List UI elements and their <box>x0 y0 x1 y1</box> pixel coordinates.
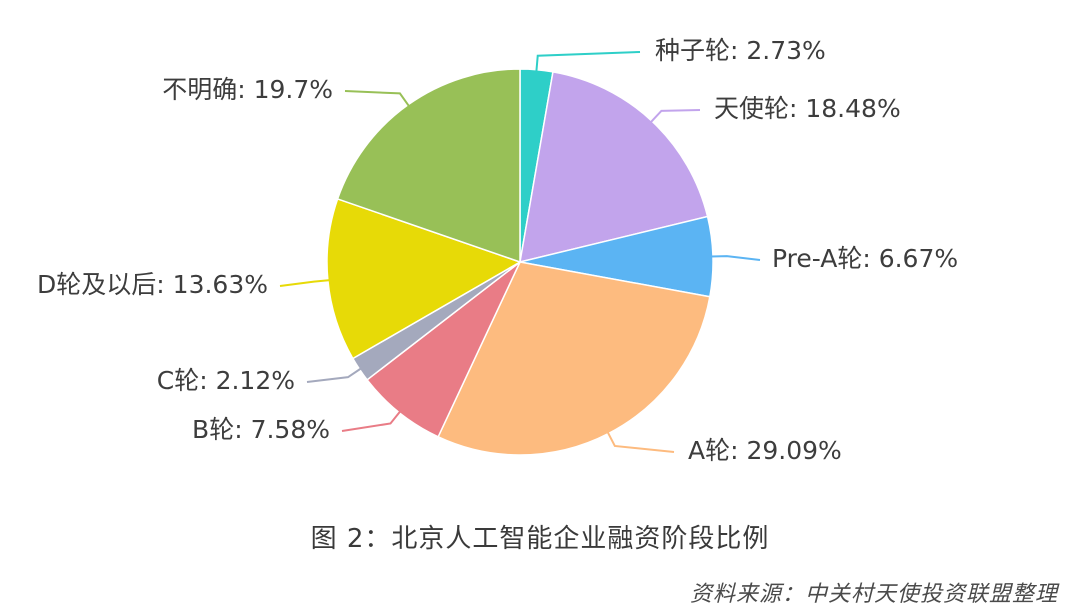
leader-line-6 <box>306 367 362 383</box>
label-leader-lines <box>279 51 761 453</box>
slice-labels: 种子轮: 2.73% 天使轮: 18.48% Pre-A轮: 6.67% A轮: 29… <box>37 36 958 465</box>
pie-slices <box>326 68 714 456</box>
slice-label-2: 天使轮: 18.48% <box>714 94 901 123</box>
slice-label-6: C轮: 2.12% <box>157 366 295 395</box>
slice-label-3: Pre-A轮: 6.67% <box>772 244 958 273</box>
slice-label-5: B轮: 7.58% <box>192 415 330 444</box>
leader-line-4 <box>606 431 675 453</box>
slice-label-8: 不明确: 19.7% <box>162 75 333 104</box>
leader-line-2 <box>649 109 701 124</box>
slice-label-7: D轮及以后: 13.63% <box>37 270 268 299</box>
leader-line-1 <box>535 51 641 72</box>
source-note: 资料来源：中关村天使投资联盟整理 <box>689 582 1058 607</box>
leader-line-5 <box>341 410 402 432</box>
leader-line-8 <box>344 90 411 108</box>
slice-label-4: A轮: 29.09% <box>688 436 842 465</box>
leader-line-7 <box>279 279 330 287</box>
figure-caption: 图 2：北京人工智能企业融资阶段比例 <box>310 524 770 554</box>
leader-line-3 <box>710 255 761 261</box>
slice-label-1: 种子轮: 2.73% <box>655 36 826 65</box>
